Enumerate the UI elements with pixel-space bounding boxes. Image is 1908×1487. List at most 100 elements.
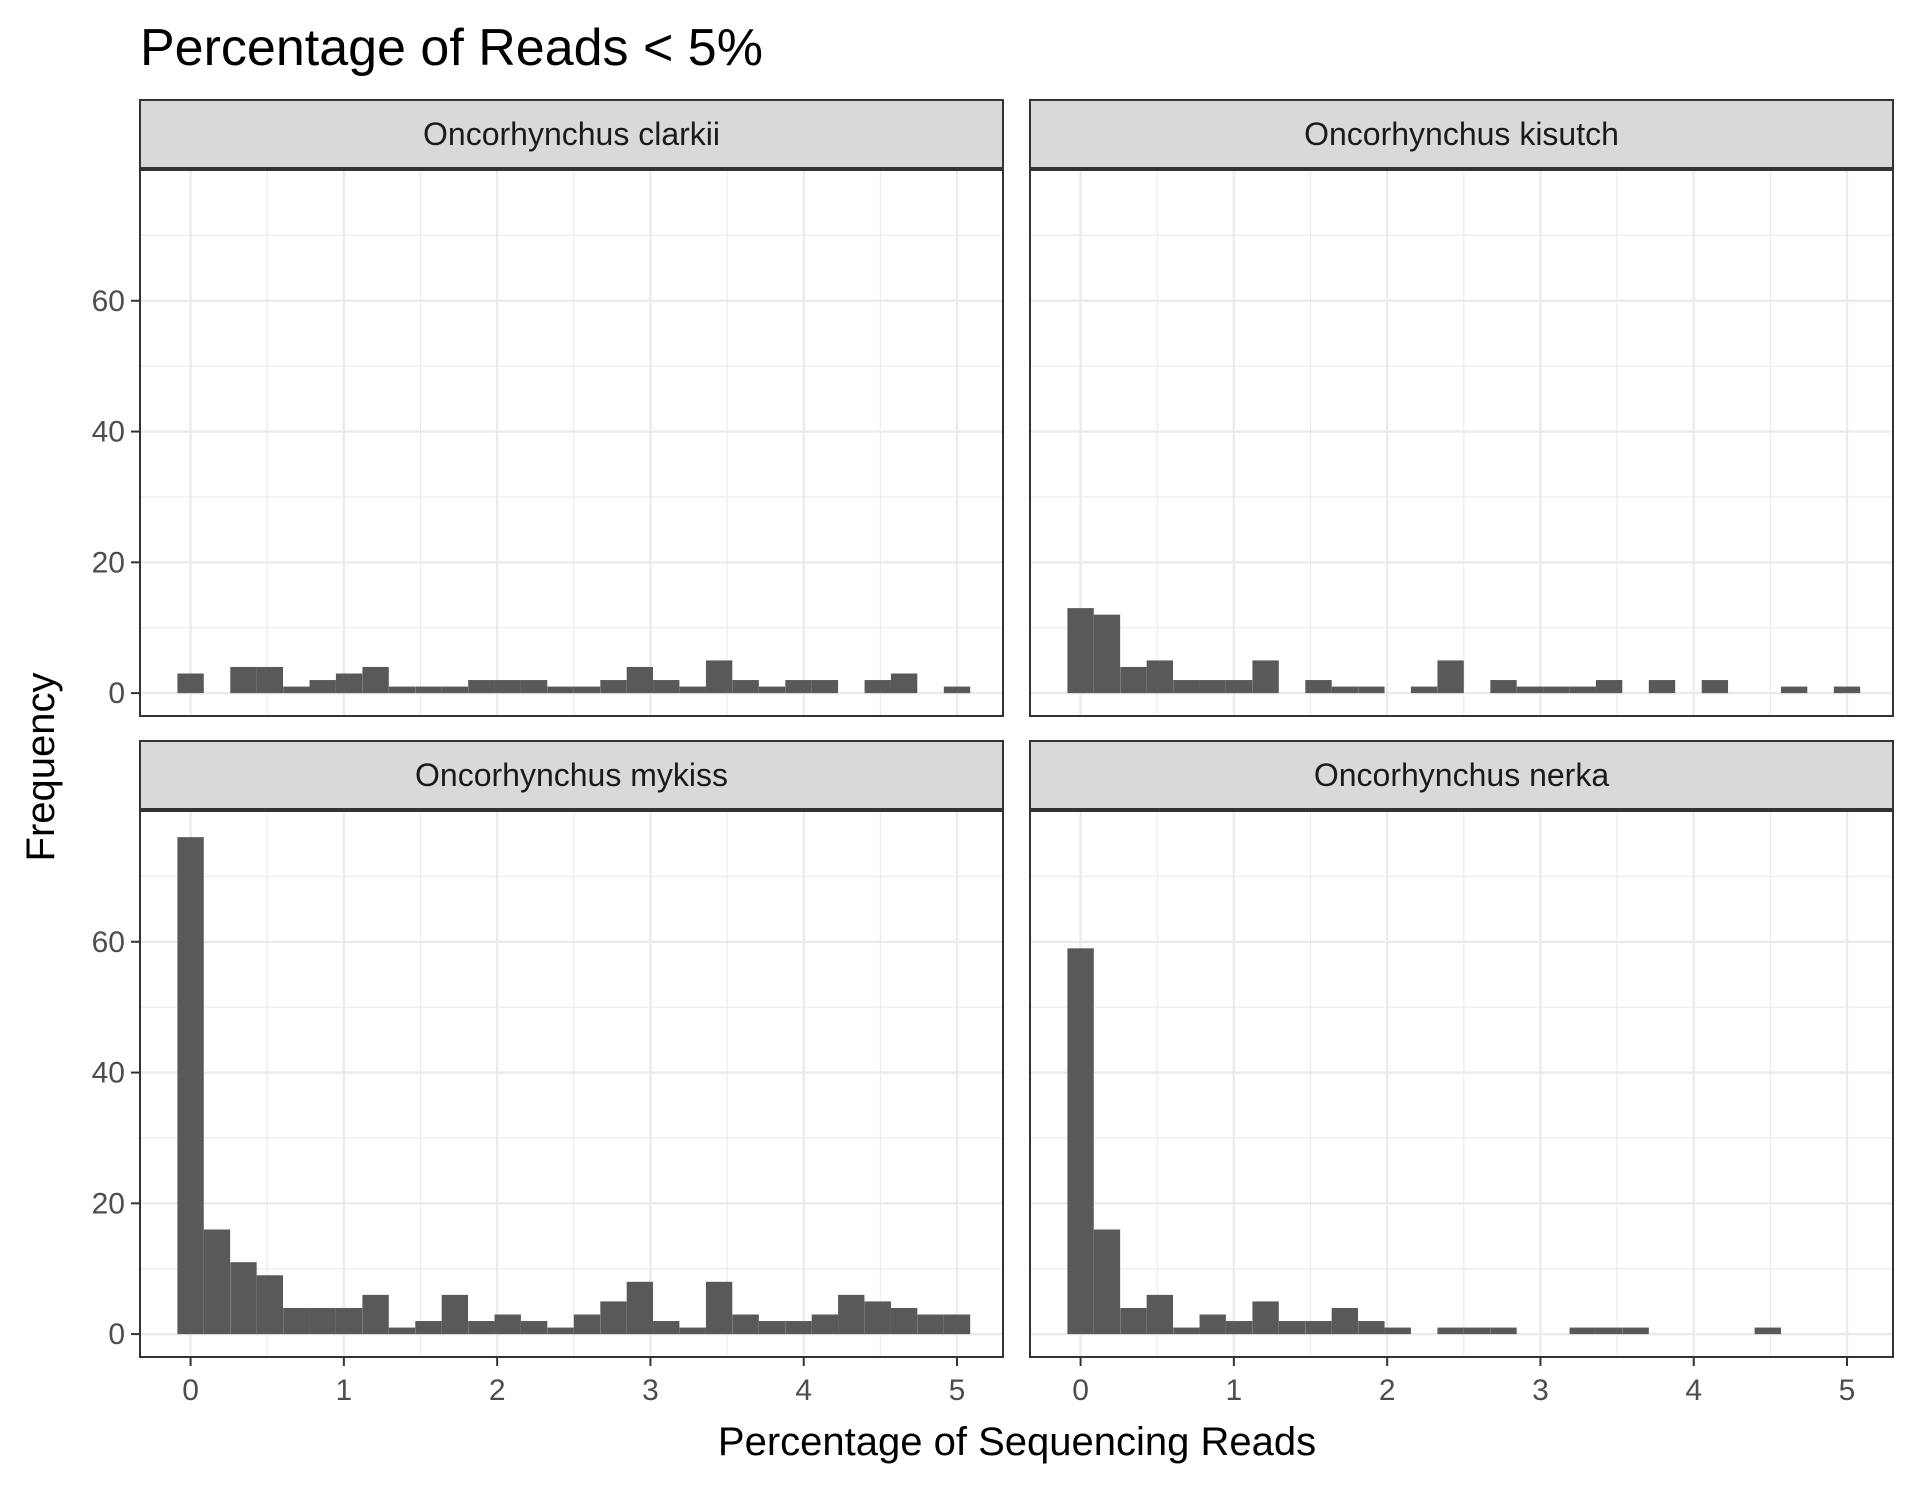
panel-3-bar [441,1294,469,1335]
panel-2-bar [1252,660,1279,694]
panel-2-bar [1569,686,1596,694]
panel-3-bar [362,1294,389,1335]
panel-2-bar [1225,680,1253,694]
panel-3-bar [943,1314,971,1335]
panel-4-bar [1358,1321,1385,1335]
panel-2-bar [1410,686,1438,694]
panel-3-bar [468,1321,495,1335]
panel-4-x-tick-label: 4 [1685,1374,1702,1407]
panel-3-bar [679,1327,706,1335]
panel-4-bar [1199,1314,1226,1335]
panel-4-bar [1305,1321,1332,1335]
panel-1-bar [177,673,204,694]
panel-2-strip-label: Oncorhynchus kisutch [1304,116,1619,152]
panel-1-bar [679,686,706,694]
panel-3-bar [547,1327,574,1335]
panel-3-bar [600,1301,627,1335]
panel-4-x-tick-label: 3 [1532,1374,1549,1407]
panel-4: Oncorhynchus nerka 0 1 2 3 4 5 [1029,740,1894,1407]
panel-3-bar [309,1307,336,1335]
panel-3-y-tick-label: 60 [92,926,125,959]
panel-1-bar [943,686,971,694]
panel-1-bar [256,666,284,694]
panel-2-bar [1146,660,1174,694]
panel-3-background [140,811,1003,1357]
panel-2-bar [1067,608,1094,694]
panel-3-bar [415,1321,442,1335]
panel-1-bar [283,686,310,694]
panel-3-bar [864,1301,891,1335]
panel-4-bar [1278,1321,1306,1335]
panel-3-bar [283,1307,310,1335]
panel-4-bar [1569,1327,1596,1335]
panel-3-bar [230,1262,257,1335]
panel-2: Oncorhynchus kisutch [1029,99,1894,717]
panel-2-bar [1199,680,1226,694]
panel-4-x-tick-label: 1 [1226,1374,1243,1407]
panel-2-bar [1120,666,1147,694]
panel-3-bar [838,1294,865,1335]
panel-1-y-tick-label: 60 [92,285,125,318]
panel-3-bar [494,1314,521,1335]
panel-2-bar [1093,614,1121,694]
panel-1-strip-label: Oncorhynchus clarkii [423,116,720,152]
panel-1-bar [890,673,918,694]
panel-1-y-tick-label: 0 [108,677,125,710]
panel-2-bar [1833,686,1861,694]
panel-1-background [140,170,1003,716]
panel-1-bar [732,680,759,694]
panel-1-bar [468,680,495,694]
panel-3-bar [758,1321,786,1335]
panel-3-bar [335,1307,363,1335]
panel-1-bar [230,666,257,694]
panel-3-x-tick-label: 5 [949,1374,966,1407]
panel-2-bar [1516,686,1544,694]
panel-4-bar [1093,1229,1121,1335]
panel-1-bar [335,673,363,694]
panel-3-x-tick-label: 0 [182,1374,199,1407]
panel-2-bar [1358,686,1385,694]
panel-1-y-tick-label: 40 [92,416,125,449]
panel-4-bar [1225,1321,1253,1335]
panel-3-bar [203,1229,231,1335]
panel-3-bar [626,1281,654,1335]
panel-4-bar [1252,1301,1279,1335]
panel-1-bar [388,686,416,694]
panel-3-bar [388,1327,416,1335]
panel-4-strip [1029,740,1894,810]
panel-2-bar [1648,680,1676,694]
panel-2-bar [1780,686,1808,694]
panel-3-bar [177,837,204,1335]
panel-1-bar [811,680,839,694]
panel-3-bar [256,1275,284,1335]
panel-1-bar [362,666,389,694]
panel-3-border [139,810,1004,1358]
panel-4-x-tick-label: 5 [1839,1374,1856,1407]
panel-1-bar [705,660,733,694]
panel-4-background [1030,811,1893,1357]
panel-3: Oncorhynchus mykiss 0 20 40 60 0 1 2 3 4 5 [92,740,1004,1407]
panel-1-bar [573,686,601,694]
panel-1-bar [494,680,521,694]
panel-3-bar [811,1314,839,1335]
panel-3-x-tick-label: 4 [795,1374,812,1407]
panel-3-bar [890,1307,918,1335]
panel-2-bar [1305,680,1332,694]
panel-2-strip [1029,99,1894,169]
panel-3-strip-label: Oncorhynchus mykiss [415,757,728,793]
panel-4-border [1029,810,1894,1358]
panel-2-bar [1490,680,1517,694]
panel-3-x-tick-label: 3 [642,1374,659,1407]
panel-4-bar [1622,1327,1649,1335]
panel-1-bar [309,680,336,694]
panel-4-bar [1173,1327,1200,1335]
panel-2-background [1030,170,1893,716]
panel-3-bar [573,1314,601,1335]
panel-2-bar [1543,686,1570,694]
panel-4-x-tick-label: 2 [1379,1374,1396,1407]
panel-1-bar [415,686,442,694]
x-axis-title: Percentage of Sequencing Reads [718,1420,1316,1464]
chart-title: Percentage of Reads < 5% [140,19,763,77]
panel-4-bar [1595,1327,1623,1335]
